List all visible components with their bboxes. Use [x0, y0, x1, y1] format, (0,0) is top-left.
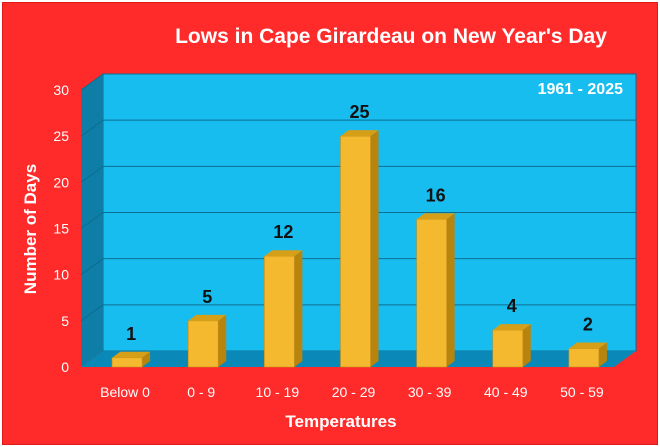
bar-front — [492, 329, 524, 368]
bar-front — [340, 135, 371, 368]
gridline — [80, 212, 636, 229]
x-tick-label: 50 - 59 — [560, 384, 604, 400]
bar-3 — [340, 130, 379, 368]
gridline — [80, 119, 636, 137]
year-range-annotation: 1961 - 2025 — [538, 81, 624, 98]
data-label: 4 — [507, 296, 517, 316]
bar-4 — [416, 213, 455, 368]
bar-top — [112, 351, 151, 358]
data-label: 1 — [126, 324, 136, 344]
bar-top — [492, 324, 531, 331]
data-label: 16 — [426, 185, 446, 205]
bar-top — [264, 250, 303, 257]
bar-2 — [264, 250, 303, 368]
gridline — [80, 258, 636, 276]
bar-side — [218, 314, 227, 367]
bar-front — [568, 348, 600, 368]
gridline — [80, 73, 636, 91]
bar-side — [522, 324, 531, 367]
bar-side — [142, 351, 151, 367]
y-tick-label: 20 — [53, 174, 69, 190]
bar-top — [188, 314, 227, 321]
gridlines — [80, 73, 636, 322]
x-tick-label: 40 - 49 — [484, 384, 528, 400]
bar-top — [568, 342, 607, 349]
x-tick-label: 10 - 19 — [256, 384, 300, 400]
y-tick-label: 30 — [53, 82, 69, 98]
y-tick-label: 25 — [53, 128, 69, 144]
bar-0 — [111, 351, 151, 368]
gridline — [80, 304, 636, 322]
x-tick-label: Below 0 — [100, 384, 150, 400]
bar-top — [416, 213, 455, 220]
y-axis-title: Number of Days — [21, 164, 40, 294]
y-tick-label: 10 — [53, 267, 69, 283]
y-tick-label: 5 — [61, 313, 69, 329]
bar-side — [294, 250, 303, 367]
data-label: 2 — [583, 315, 593, 335]
bar-side — [370, 130, 379, 367]
chart-title: Lows in Cape Girardeau on New Year's Day — [175, 25, 607, 48]
bar-front — [187, 320, 219, 368]
y-tick-label: 0 — [61, 359, 69, 375]
data-label: 25 — [349, 102, 369, 122]
data-labels: 1 5 12 25 16 4 2 — [126, 102, 593, 344]
x-tick-label: 0 - 9 — [187, 384, 215, 400]
bar-5 — [492, 324, 531, 368]
gridline — [80, 165, 636, 183]
bars — [111, 130, 607, 368]
bar-top — [340, 130, 379, 137]
data-label: 12 — [273, 222, 293, 242]
x-axis-ticks: Below 0 0 - 9 10 - 19 20 - 29 30 - 39 40 - 49… — [100, 384, 604, 400]
x-tick-label: 30 - 39 — [408, 384, 452, 400]
bar-front — [416, 218, 447, 368]
x-tick-label: 20 - 29 — [332, 384, 376, 400]
y-tick-label: 15 — [53, 221, 69, 237]
bar-1 — [187, 314, 227, 368]
bar-6 — [568, 342, 607, 368]
x-axis-title: Temperatures — [285, 412, 396, 431]
y-axis-ticks: 0 5 10 15 20 25 30 — [53, 82, 69, 375]
data-label: 5 — [202, 287, 212, 307]
bar-side — [598, 342, 607, 367]
bar-front — [111, 357, 143, 368]
bar-side — [446, 213, 455, 367]
bar-front — [264, 255, 295, 368]
